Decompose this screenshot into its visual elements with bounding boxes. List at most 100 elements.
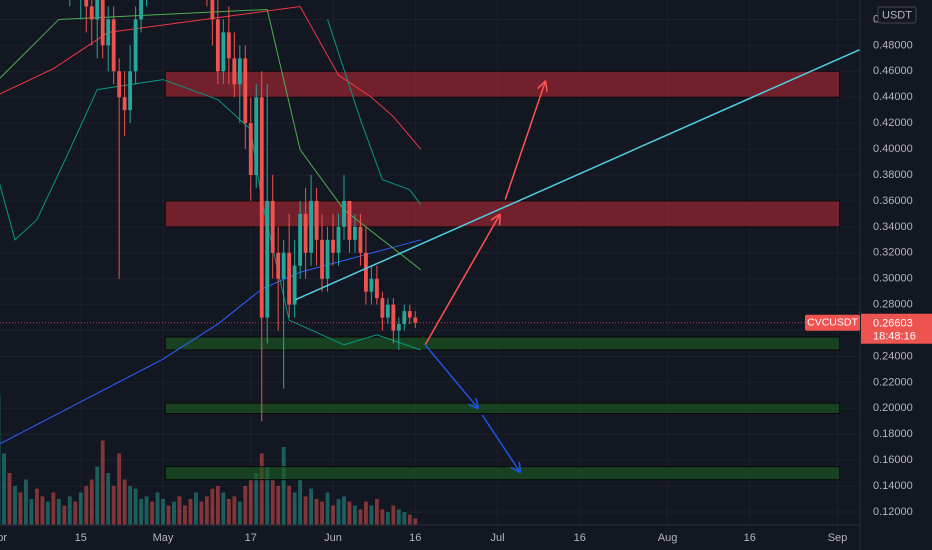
volume-bar (95, 466, 100, 525)
volume-bar (7, 473, 12, 525)
volume-bar (358, 509, 363, 525)
candle-body (407, 311, 412, 318)
volume-bar (298, 479, 303, 525)
volume-bar (226, 499, 231, 525)
candle-body (254, 97, 259, 175)
volume-bar (259, 453, 264, 525)
volume-bar (407, 514, 412, 525)
y-tick-label: 0.40000 (873, 143, 913, 155)
volume-bar (100, 440, 105, 525)
volume-bar (84, 486, 89, 525)
arrow (481, 414, 520, 472)
candle-body (243, 58, 248, 124)
zone (164, 70, 841, 98)
volume-bar (369, 505, 374, 525)
currency-label: USDT (882, 9, 912, 21)
volume-bar (325, 492, 330, 525)
volume-bar (243, 486, 248, 525)
volume-bar (18, 492, 23, 525)
y-tick-label: 0.44000 (873, 91, 913, 103)
candle-body (276, 252, 281, 279)
candle-body (237, 58, 242, 85)
volume-bar (309, 488, 314, 525)
volume-bar (67, 496, 72, 525)
volume-bar (161, 499, 165, 525)
candle-body (298, 213, 303, 266)
zone (164, 402, 841, 415)
indicator-line (0, 5, 422, 150)
zone (164, 466, 841, 481)
volume-bar (237, 501, 242, 525)
volume-bar (128, 486, 133, 525)
arrow (424, 344, 478, 408)
volume-bar (155, 492, 160, 525)
arrow (424, 215, 500, 346)
x-tick-label: 16 (574, 532, 586, 544)
volume-bar (374, 499, 379, 525)
volume-bar (331, 505, 335, 525)
indicator-line (327, 19, 422, 205)
x-tick-label: 17 (245, 532, 257, 544)
volume-bar (122, 479, 127, 525)
candle-body (106, 19, 111, 46)
trend-line (294, 48, 860, 301)
volume-bar (172, 501, 176, 525)
volume-bar (342, 496, 346, 525)
y-tick-label: 0.42000 (873, 117, 913, 129)
volume-bar (183, 505, 187, 525)
volume-bar (281, 447, 286, 525)
candle-body (413, 317, 418, 323)
volume-bar (210, 488, 215, 525)
price-tag (861, 313, 932, 344)
volume-bar (73, 501, 78, 525)
volume-bar (24, 479, 28, 525)
volume-bar (40, 496, 45, 525)
volume-bar (215, 486, 220, 525)
indicator-line (0, 79, 421, 351)
candle-body (259, 97, 264, 318)
volume-bar (353, 505, 357, 525)
candle-body (265, 200, 270, 318)
volume-bar (188, 499, 193, 525)
last-price-label: 0.26603 (873, 318, 913, 330)
y-tick-label: 0.14000 (873, 480, 913, 492)
candle-body (336, 226, 341, 253)
volume-bar (270, 479, 275, 525)
volume-bar (2, 453, 6, 525)
volume-bar (413, 518, 418, 525)
y-tick-label: 0.30000 (873, 273, 913, 285)
volume-bar (364, 501, 368, 525)
volume-bar (391, 505, 396, 525)
candle-body (287, 252, 292, 305)
volume-bar (402, 512, 407, 525)
candle-body (331, 239, 335, 253)
candle-body (396, 324, 401, 331)
volume-bar (150, 501, 154, 525)
candle-body (95, 0, 100, 20)
volume-bar (314, 499, 319, 525)
candle-body (369, 278, 374, 292)
volume-bar (133, 488, 138, 525)
volume-bar (265, 466, 270, 525)
plot-area (0, 0, 860, 525)
x-tick-label: 16 (409, 532, 421, 544)
volume-bar (139, 499, 144, 525)
candle-body (221, 32, 226, 72)
volume-bar (254, 473, 259, 525)
candle-body (325, 239, 330, 279)
candle-body (385, 304, 390, 318)
y-tick-label: 0.38000 (873, 169, 913, 181)
volume-bar (51, 492, 56, 525)
x-tick-label: Sep (828, 532, 848, 544)
volume-bar (117, 453, 122, 525)
candle-body (303, 213, 308, 253)
volume-bar (62, 505, 67, 525)
candle-body (100, 0, 105, 46)
arrow (504, 82, 545, 200)
candle-body (402, 311, 407, 325)
volume-bar (248, 479, 253, 525)
candle-body (117, 71, 122, 98)
volume-bar (287, 486, 292, 525)
